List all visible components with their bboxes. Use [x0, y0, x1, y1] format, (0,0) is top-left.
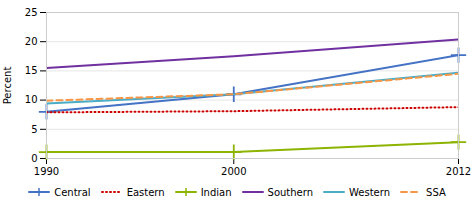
html-text:Western: Western — [349, 186, 390, 198]
html-text:Southern: Southern — [267, 186, 313, 198]
svg-text:Percent: Percent — [2, 67, 13, 105]
html-text:Central: Central — [54, 186, 91, 198]
svg-text:20: 20 — [25, 36, 38, 47]
html-text:Eastern: Eastern — [126, 186, 165, 198]
svg-text:15: 15 — [25, 65, 38, 76]
html-text:Indian: Indian — [200, 186, 232, 198]
svg-text:2000: 2000 — [221, 166, 246, 177]
svg-text:10: 10 — [25, 94, 38, 105]
svg-text:0: 0 — [31, 153, 37, 164]
svg-text:2012: 2012 — [446, 166, 471, 177]
svg-text:1990: 1990 — [34, 166, 59, 177]
svg-text:25: 25 — [25, 7, 38, 18]
svg-text:5: 5 — [31, 124, 37, 135]
html-text:SSA: SSA — [426, 186, 446, 198]
